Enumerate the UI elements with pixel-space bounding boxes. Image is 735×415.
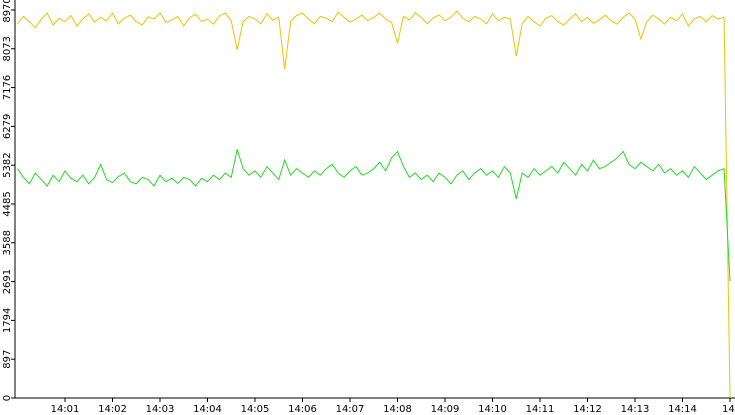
- x-tick-label: 14:03: [146, 404, 175, 415]
- y-tick-label: 2691: [2, 269, 13, 294]
- x-tick-label: 14:14: [668, 404, 697, 415]
- series-line: [17, 149, 731, 282]
- x-tick-label: 14:09: [431, 404, 460, 415]
- x-tick-label: 14:05: [241, 404, 270, 415]
- y-tick-label: 0: [2, 395, 13, 401]
- y-tick-label: 897: [2, 350, 13, 369]
- y-tick-label: 7176: [2, 75, 13, 100]
- x-tick-label: 14:10: [478, 404, 507, 415]
- x-tick-label: 14:11: [526, 404, 555, 415]
- x-tick-label: 14:13: [621, 404, 650, 415]
- y-tick-label: 1794: [2, 308, 13, 333]
- x-tick-label: 14:: [722, 404, 735, 415]
- y-tick-label: 8073: [2, 36, 13, 61]
- x-tick-label: 14:07: [336, 404, 365, 415]
- y-tick-label: 6279: [2, 114, 13, 139]
- x-tick-label: 14:12: [573, 404, 602, 415]
- x-tick-label: 14:06: [288, 404, 317, 415]
- y-tick-label: 4485: [2, 191, 13, 216]
- x-tick-label: 14:02: [98, 404, 127, 415]
- y-tick-label: 3588: [2, 230, 13, 255]
- series-line: [17, 10, 731, 399]
- x-tick-label: 14:08: [383, 404, 412, 415]
- y-tick-label: 8970: [2, 0, 13, 23]
- x-tick-label: 14:01: [51, 404, 80, 415]
- y-tick-label: 5382: [2, 152, 13, 177]
- x-tick-label: 14:04: [193, 404, 222, 415]
